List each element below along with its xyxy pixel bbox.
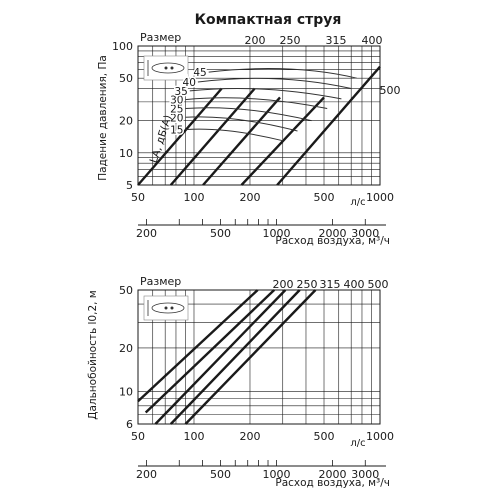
x-tick-label: 200 [239,191,260,204]
secondary-x-axis-label: Расход воздуха, м³/ч [275,235,390,247]
noise-curve-40 [197,77,352,89]
secondary-x-tick-label: 2000 [319,468,347,481]
secondary-x-tick-label: 3000 [351,468,379,481]
noise-curve-label-halo: 30 [170,95,183,107]
size-line-label: 200 [273,278,294,291]
noise-curve-label-halo: 20 [170,112,183,124]
x-tick-label: 500 [314,430,335,443]
secondary-x-tick-label: 200 [136,227,157,240]
noise-curve-label: 35 [174,86,187,98]
y-tick-label: 20 [119,342,133,355]
noise-curve-35 [189,87,342,100]
nozzle-icon-dot [164,66,168,70]
secondary-x-tick-label: 2000 [319,227,347,240]
x-tick-label: 50 [131,430,145,443]
noise-axis-label: LA, дБ(A) [148,114,175,165]
noise-curve-20 [185,116,298,132]
size-line-label: 315 [326,34,347,47]
size-line-label: 500 [368,278,389,291]
plot-frame [137,289,381,425]
size-line-label: 250 [280,34,301,47]
y-tick-label: 5 [126,179,133,192]
size-line-315 [202,96,281,186]
noise-curve-label: 40 [183,77,196,89]
size-line-label: 500 [380,84,401,97]
noise-curve-label: 30 [170,95,183,107]
size-line-label: 200 [245,34,266,47]
y-tick-label: 20 [119,115,133,128]
secondary-x-axis-label: Расход воздуха, м³/ч [275,477,390,489]
noise-curve-label: 15 [170,125,183,137]
secondary-x-tick-label: 500 [210,227,231,240]
noise-curve-label: 25 [170,104,183,116]
y-tick-label: 100 [112,40,133,53]
x-tick-label: 100 [183,430,204,443]
size-line-250 [144,289,276,414]
y-axis-label: Дальнобойность l0,2, м [87,290,99,419]
noise-curve-label: 45 [193,67,206,79]
noise-curve-label-halo: 35 [174,86,187,98]
size-line-label: 400 [344,278,365,291]
y-tick-label: 6 [126,418,133,431]
noise-curve-label-halo: 15 [170,125,183,137]
size-label: Размер [140,31,181,44]
secondary-x-tick-label: 500 [210,468,231,481]
size-line-500 [276,65,381,186]
y-tick-label: 10 [119,147,133,160]
size-line-400 [240,96,325,186]
size-line-400 [169,289,301,425]
nozzle-icon-dot [170,66,174,70]
x-tick-label: 50 [131,191,145,204]
plot-frame [137,45,381,186]
secondary-x-tick-label: 1000 [263,468,291,481]
y-tick-label: 50 [119,284,133,297]
x-tick-label: 200 [239,430,260,443]
y-tick-label: 50 [119,72,133,85]
size-line-250 [169,87,256,186]
secondary-x-tick-label: 1000 [263,227,291,240]
noise-curve-label-halo: 25 [170,104,183,116]
noise-curve-25 [185,107,312,122]
chart-title: Компактная струя [195,12,342,28]
size-line-315 [154,289,287,425]
size-label: Размер [140,275,181,288]
noise-curve-label-halo: 40 [183,77,196,89]
nozzle-icon-body [151,62,185,74]
nozzle-icon [143,295,189,321]
noise-curve-30 [185,97,328,109]
size-line-label: 400 [362,34,383,47]
x-tick-label: 100 [183,191,204,204]
x-unit-label: л/с [350,197,365,208]
x-tick-label: 500 [314,191,335,204]
size-line-label: 250 [297,278,318,291]
secondary-x-tick-label: 3000 [351,227,379,240]
noise-curve-45 [208,68,357,79]
y-tick-label: 10 [119,386,133,399]
size-line-500 [184,289,317,425]
nozzle-icon-dot [170,306,174,310]
noise-curve-label: 20 [170,112,183,124]
size-line-200 [137,289,259,403]
noise-curve-15 [185,128,283,142]
y-axis-label: Падение давления, Па [97,55,109,181]
x-unit-label: л/с [350,438,365,449]
nozzle-icon-dot [164,306,168,310]
size-line-200 [137,87,223,186]
nozzle-icon [143,55,189,81]
x-tick-label: 1000 [366,191,394,204]
x-tick-label: 1000 [366,430,394,443]
secondary-x-tick-label: 200 [136,468,157,481]
noise-curve-label-halo: 45 [193,67,206,79]
size-line-label: 315 [320,278,341,291]
nozzle-icon-body [151,302,185,314]
